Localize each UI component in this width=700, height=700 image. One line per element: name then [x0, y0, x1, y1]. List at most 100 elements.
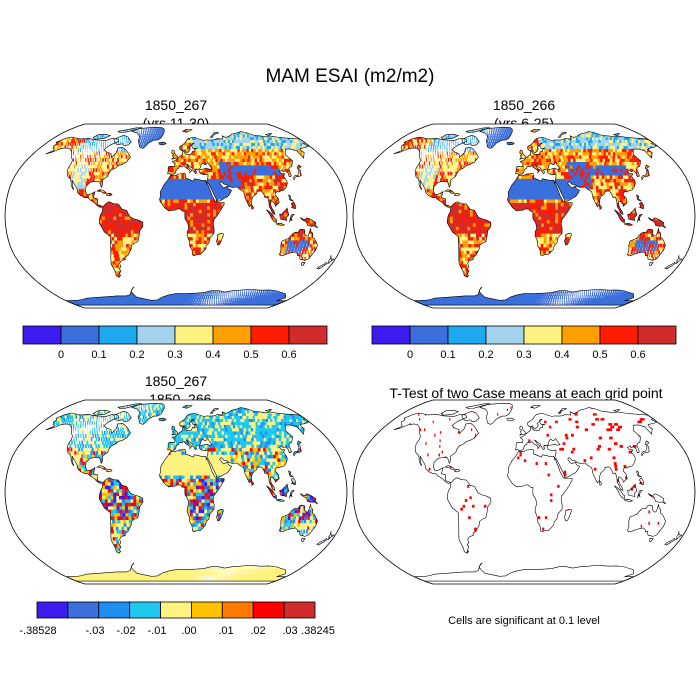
significant-cell: [600, 418, 605, 421]
significant-cell: [535, 462, 538, 465]
significant-cell: [460, 507, 463, 511]
significant-cell: [639, 418, 645, 421]
colorbar-swatch: [98, 325, 138, 345]
colorbar-swatch: [212, 325, 252, 345]
significant-cell: [575, 425, 579, 429]
colorbar-swatch: [561, 325, 601, 345]
colorbar-tick-label: -.02: [117, 625, 136, 637]
significant-cell: [425, 442, 427, 445]
colorbar-tick-label: -.03: [86, 625, 105, 637]
significant-cell: [548, 425, 552, 429]
colorbar-tick-label: 0.2: [478, 349, 493, 361]
colorbar-tick-label: -.38528: [19, 625, 56, 637]
significant-cell: [595, 418, 599, 421]
colorbar-swatch: [523, 325, 563, 345]
significant-cell: [593, 467, 597, 471]
significant-cell: [612, 456, 616, 460]
map-boundary: [352, 399, 696, 585]
colorbar-swatch: [129, 601, 161, 619]
colorbar-swatch: [447, 325, 487, 345]
significant-cell: [657, 521, 659, 525]
significant-cell: [571, 433, 574, 437]
colorbar-swatch: [409, 325, 449, 345]
significant-cell: [438, 453, 440, 457]
map-boundary: [4, 123, 348, 309]
significant-cell: [619, 445, 623, 448]
ocean: [5, 400, 347, 584]
colorbar-swatch: [250, 325, 290, 345]
ocean: [5, 124, 347, 308]
colorbar-swatch: [60, 325, 100, 345]
coastlines: [45, 402, 335, 582]
significant-cell: [563, 470, 567, 474]
colorbar-tick-label: -.01: [148, 625, 167, 637]
significant-cell: [559, 447, 562, 451]
significant-cell: [623, 464, 627, 468]
significant-cell: [519, 453, 522, 457]
colorbar-swatch: [599, 325, 639, 345]
significant-cell: [570, 450, 574, 454]
ocean: [353, 124, 695, 308]
significant-cell: [542, 527, 545, 531]
significant-cell: [528, 439, 531, 443]
significant-cell: [613, 423, 618, 426]
significant-cell: [467, 484, 470, 488]
colorbar-tick-label: .02: [250, 625, 265, 637]
significant-cell: [614, 467, 618, 471]
colorbar-swatch: [637, 325, 677, 345]
colorbar-tick-label: .38245: [301, 625, 335, 637]
significant-cell: [614, 442, 618, 445]
colorbar-swatch: [136, 325, 176, 345]
colorbar-swatch: [160, 601, 192, 619]
significant-cell: [637, 420, 642, 424]
colorbar-tick-label: 0.6: [630, 349, 645, 361]
significant-cell: [420, 428, 422, 432]
colorbar-tick-label: 0.3: [516, 349, 531, 361]
significant-cell: [483, 504, 487, 508]
colorbar-tick-label: 0: [407, 349, 413, 361]
significant-cell: [630, 487, 634, 491]
significant-cell: [550, 493, 553, 497]
figure-title: MAM ESAI (m2/m2): [266, 66, 435, 87]
ocean: [353, 400, 695, 584]
significant-cell: [648, 510, 651, 514]
significant-cell: [596, 447, 600, 451]
colorbar-swatch: [221, 601, 254, 619]
significant-cell: [616, 479, 619, 483]
significant-cell: [475, 433, 477, 437]
significant-cell: [439, 439, 441, 443]
colorbar-tick-label: 0: [58, 349, 64, 361]
significant-cell: [510, 406, 512, 409]
significant-cell: [538, 516, 541, 520]
significant-cell: [589, 456, 593, 460]
significant-cell: [439, 445, 441, 448]
significant-cell: [472, 504, 475, 508]
ttest-note: Cells are significant at 0.1 level: [448, 615, 600, 627]
significant-cell: [419, 418, 421, 421]
significant-cell: [616, 428, 621, 432]
significant-cell: [418, 413, 420, 416]
significant-cell: [519, 450, 522, 454]
significant-cell: [524, 459, 527, 463]
significant-cell: [557, 484, 560, 488]
significant-cell: [434, 433, 436, 437]
significant-cell: [550, 499, 553, 502]
significant-cell: [572, 447, 576, 451]
significant-cell: [474, 527, 477, 531]
significant-cell: [544, 516, 548, 520]
colorbar-tick-label: 0.1: [440, 349, 455, 361]
significant-cell: [546, 433, 549, 437]
significant-cell: [608, 423, 613, 426]
significant-cell: [449, 418, 451, 421]
significant-cell: [597, 445, 601, 448]
significant-cell: [561, 447, 565, 451]
significant-cell: [613, 462, 617, 465]
significant-cell: [562, 442, 566, 445]
significant-cell: [564, 433, 568, 437]
colorbar-swatch: [371, 325, 411, 345]
panel-2-title-line1: 1850_266: [493, 97, 556, 113]
map-panel-3: [4, 399, 348, 585]
colorbar-swatch: [190, 601, 223, 619]
significant-cell: [427, 453, 429, 457]
significant-cell: [584, 428, 589, 432]
